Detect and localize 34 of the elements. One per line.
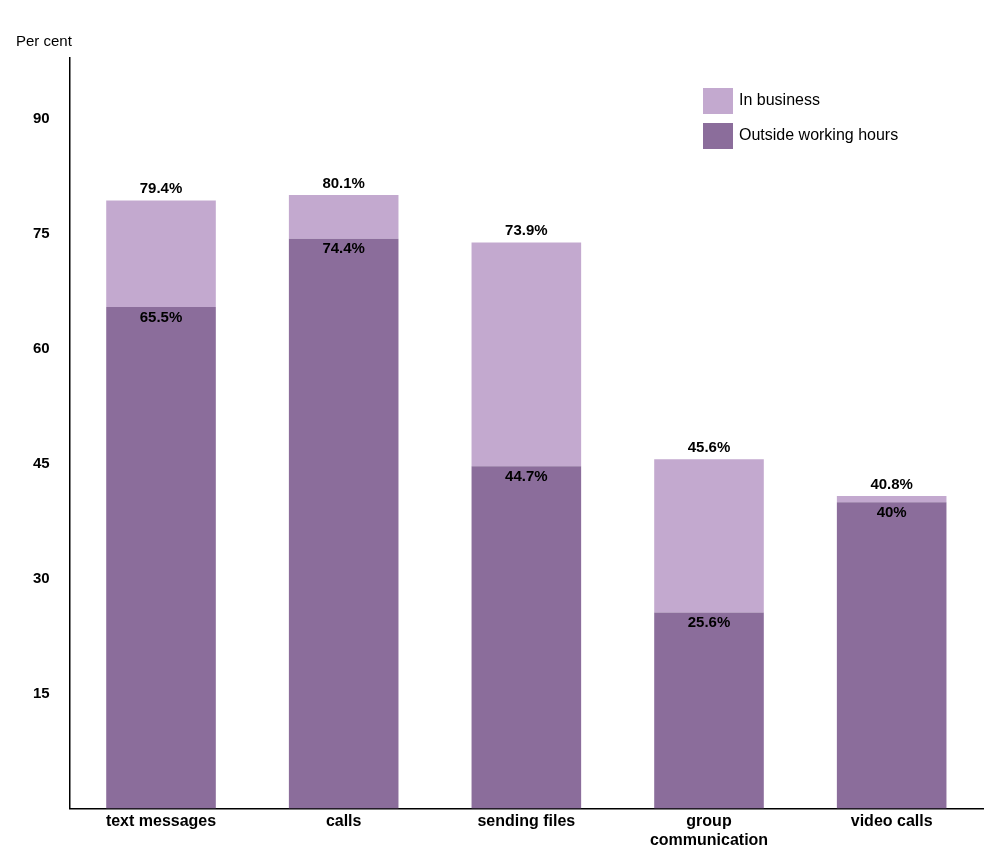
- bar: [288, 195, 399, 239]
- data-label: 74.4%: [322, 239, 365, 257]
- total-label: 45.6%: [687, 437, 731, 455]
- y-tick-label: 15: [33, 683, 50, 701]
- y-tick-label: 90: [33, 109, 50, 127]
- data-label: 44.7%: [505, 466, 548, 484]
- y-axis-title: Per cent: [16, 32, 73, 50]
- bar: [106, 200, 216, 307]
- y-tick-label: 60: [33, 339, 50, 357]
- bar: [654, 459, 764, 613]
- bar: [288, 238, 399, 809]
- data-label: 65.5%: [139, 307, 183, 325]
- total-label: 73.9%: [505, 221, 548, 239]
- bar: [471, 242, 582, 467]
- data-label: 40%: [876, 502, 907, 520]
- x-tick-label: video calls: [850, 811, 933, 829]
- total-label: 80.1%: [322, 173, 365, 191]
- bar: [106, 306, 216, 809]
- total-label: 40.8%: [870, 474, 913, 492]
- x-tick-label: group communication: [649, 811, 769, 848]
- data-label: 25.6%: [687, 613, 731, 631]
- y-tick-label: 30: [33, 568, 50, 586]
- bar: [836, 502, 947, 809]
- bar: [654, 612, 764, 809]
- legend-label: In business: [739, 91, 820, 109]
- x-tick-label: text messages: [105, 811, 217, 829]
- total-label: 79.4%: [139, 179, 183, 197]
- x-tick-label: calls: [325, 811, 362, 829]
- bar: [836, 496, 947, 503]
- y-tick-label: 75: [33, 224, 50, 242]
- y-tick-label: 45: [33, 454, 50, 472]
- x-tick-label: sending files: [477, 811, 576, 829]
- bar: [471, 466, 582, 809]
- legend-label: Outside working hours: [739, 126, 899, 144]
